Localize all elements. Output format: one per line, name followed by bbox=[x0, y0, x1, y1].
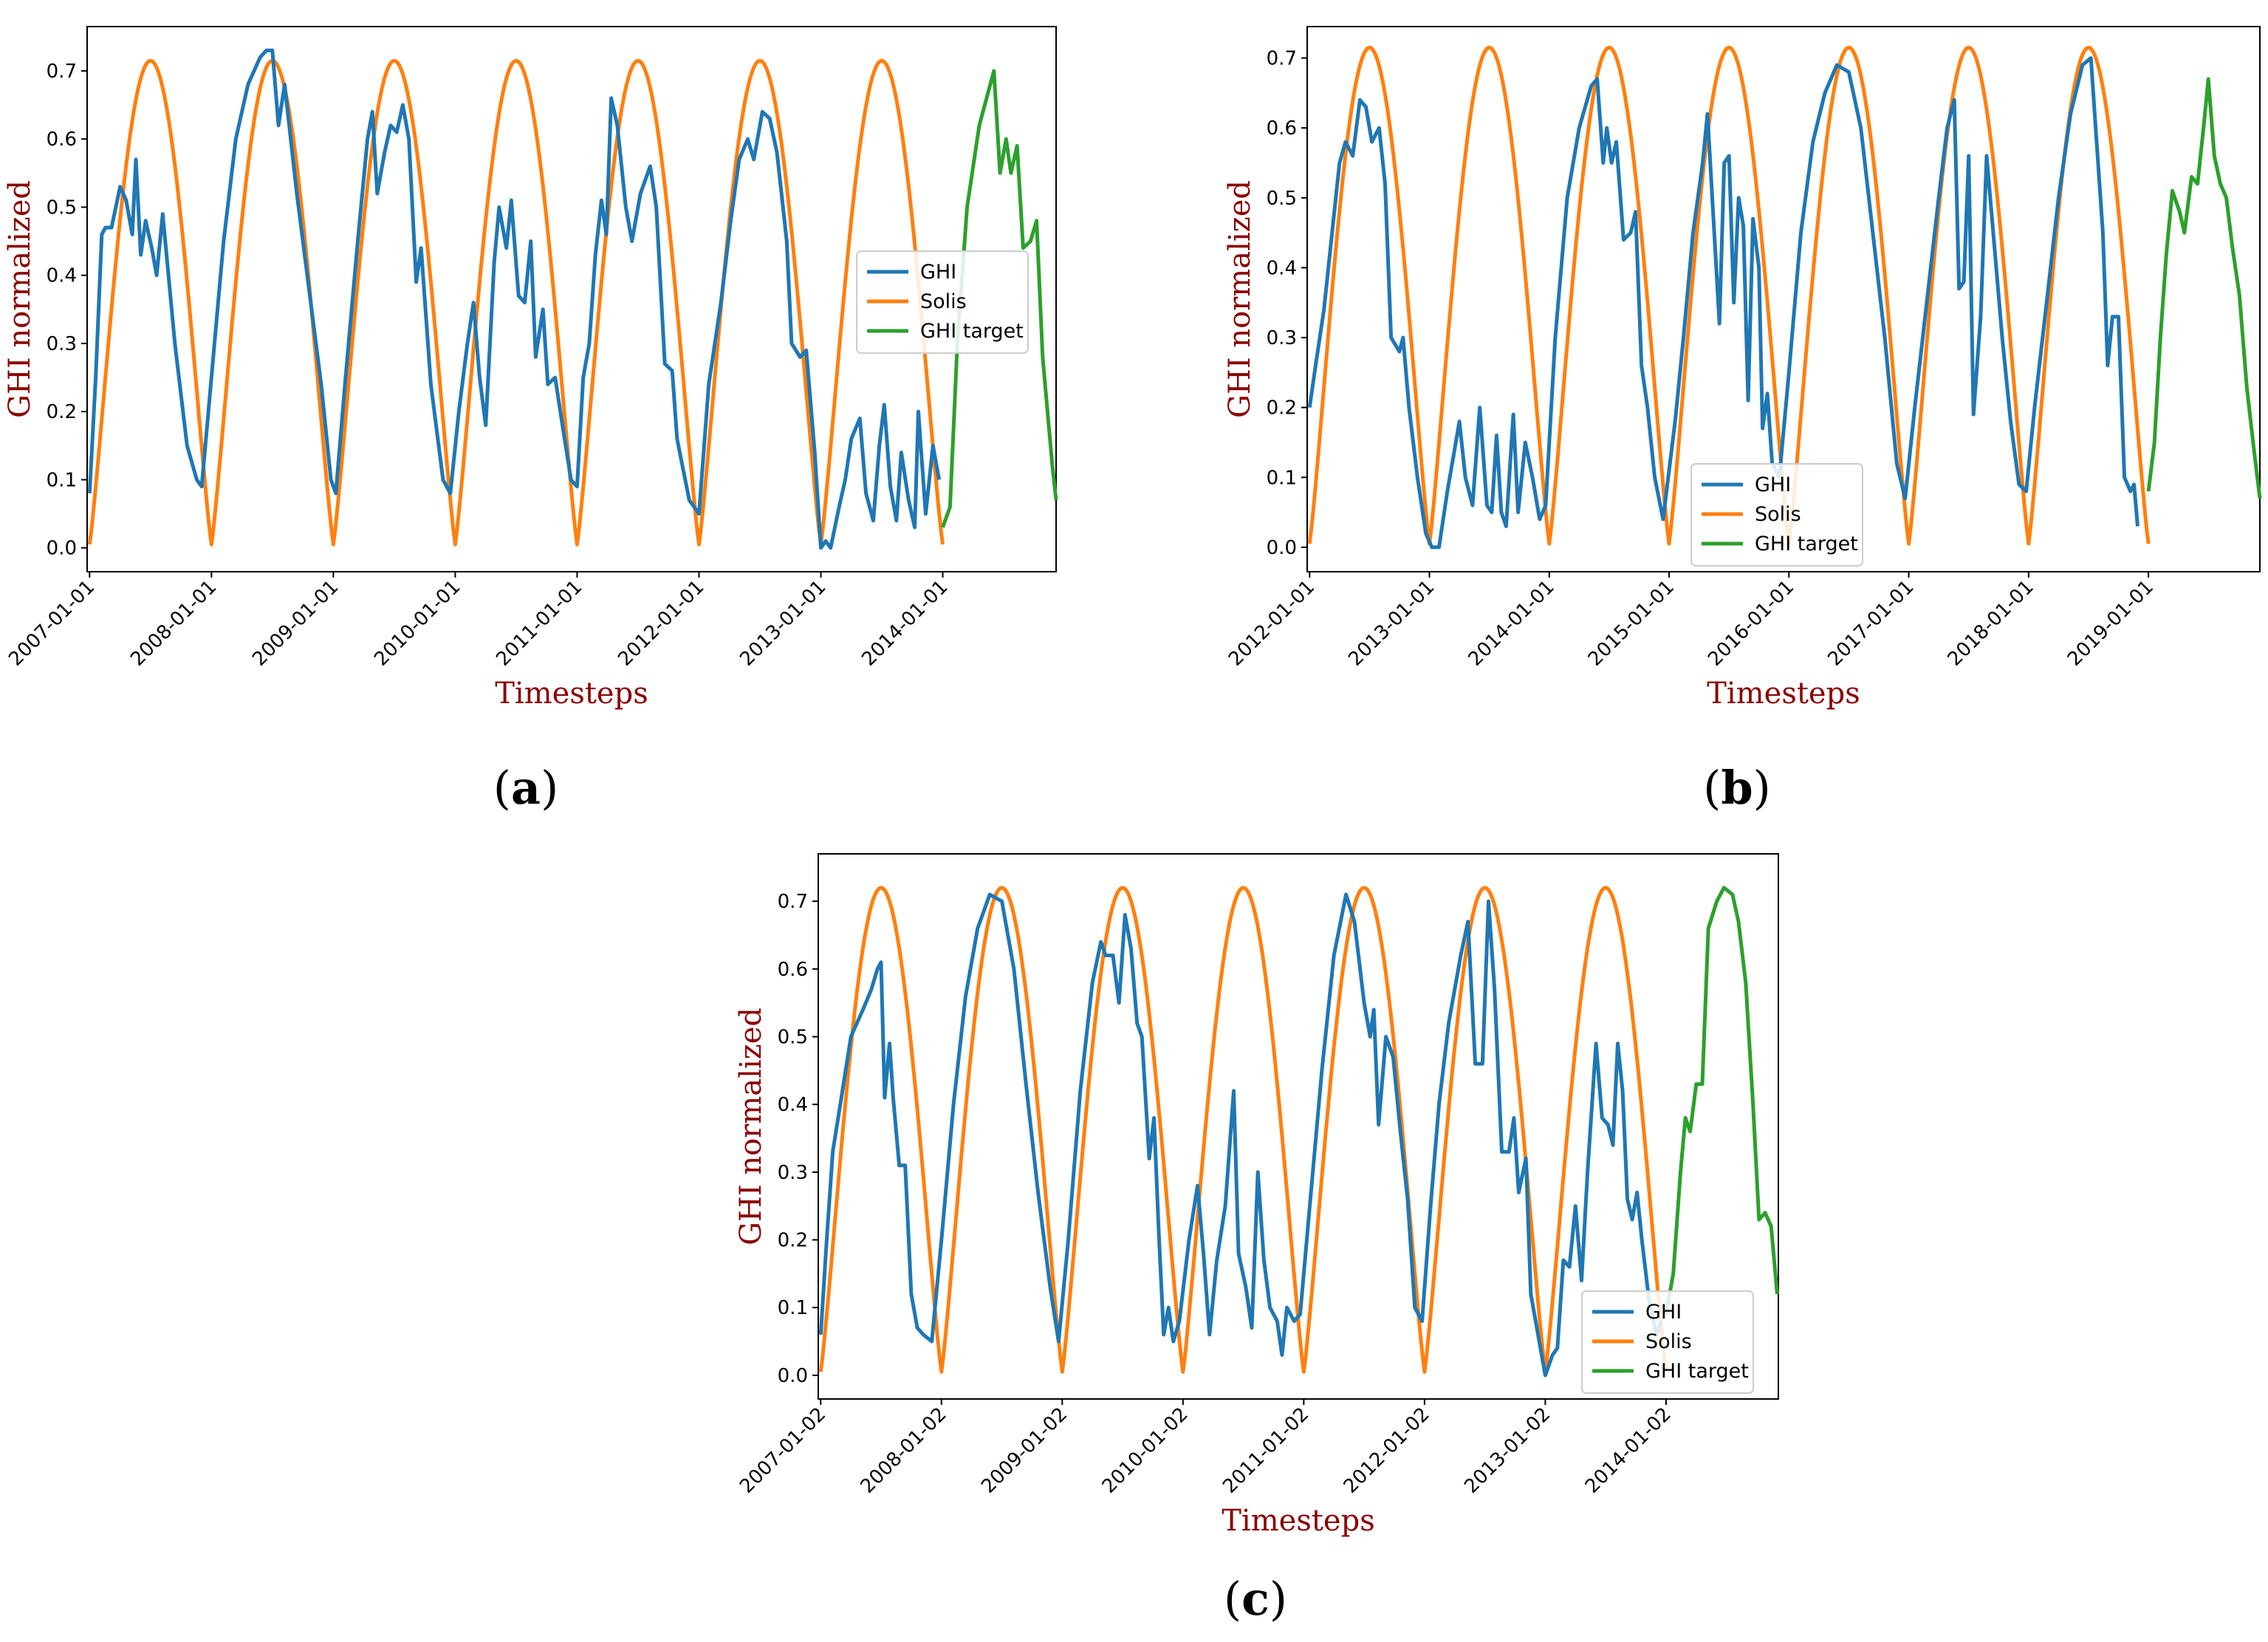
y-axis-title: GHI normalized bbox=[3, 180, 37, 418]
caption-b: (b) bbox=[1703, 761, 1771, 815]
chart-panel-c: 0.0 0.1 0.2 0.3 0.4 0.5 0.6 0.7 2007-01-02 2008-0… bbox=[731, 827, 1795, 1566]
y-axis-title: GHI normalized bbox=[734, 1008, 768, 1245]
y-tick-label: 0.1 bbox=[778, 1297, 808, 1319]
x-tick-label: 2010-01-01 bbox=[370, 576, 465, 671]
x-tick-label: 2013-01-02 bbox=[1460, 1403, 1555, 1498]
series-line-target bbox=[941, 69, 1058, 528]
y-tick-label: 0.2 bbox=[47, 401, 77, 423]
series-line-solis bbox=[1307, 45, 2151, 546]
y-tick-label: 0.5 bbox=[1267, 188, 1297, 210]
legend-label-target: GHI target bbox=[1645, 1360, 1749, 1383]
y-tick-label: 0.0 bbox=[778, 1365, 808, 1387]
x-tick-label: 2018-01-01 bbox=[1944, 576, 2038, 671]
x-tick-label: 2014-01-01 bbox=[1464, 576, 1559, 671]
x-axis-title: Timesteps bbox=[1222, 1504, 1374, 1538]
series-line-ghi bbox=[818, 892, 1663, 1378]
x-tick-label: 2007-01-01 bbox=[4, 576, 99, 671]
legend-label-target: GHI target bbox=[1755, 533, 1858, 555]
x-tick-label: 2009-01-02 bbox=[977, 1403, 1072, 1498]
caption-c-letter: c bbox=[1241, 1572, 1270, 1626]
series-line-ghi bbox=[87, 48, 942, 550]
chart-panel-a: 0.0 0.1 0.2 0.3 0.4 0.5 0.6 0.7 2007-01-01 2008-0… bbox=[0, 0, 1063, 739]
caption-a: (a) bbox=[493, 761, 559, 815]
x-tick-label: 2012-01-01 bbox=[1224, 576, 1319, 671]
y-axis-title: GHI normalized bbox=[1223, 180, 1257, 418]
series-line-solis bbox=[87, 58, 945, 547]
caption-b-letter: b bbox=[1721, 761, 1753, 815]
line-chart-b: 0.0 0.1 0.2 0.3 0.4 0.5 0.6 0.7 2012-01-01 2013-0… bbox=[1223, 26, 2262, 711]
x-tick-label: 2007-01-02 bbox=[736, 1403, 830, 1498]
x-tick-label: 2010-01-02 bbox=[1098, 1403, 1193, 1498]
x-tick-label: 2017-01-01 bbox=[1823, 576, 1918, 671]
x-tick-label: 2009-01-01 bbox=[248, 576, 343, 671]
legend-label-ghi: GHI bbox=[1755, 473, 1791, 496]
legend-label-ghi: GHI bbox=[1645, 1301, 1682, 1324]
x-tick-label: 2008-01-01 bbox=[126, 576, 221, 671]
legend-label-solis: Solis bbox=[1645, 1330, 1692, 1353]
legend bbox=[1581, 1290, 1754, 1394]
series-line-target bbox=[2146, 77, 2262, 499]
y-tick-label: 0.1 bbox=[47, 469, 77, 491]
legend-label-solis: Solis bbox=[920, 290, 967, 313]
x-axis-title: Timesteps bbox=[495, 677, 648, 711]
x-tick-label: 2014-01-01 bbox=[857, 576, 952, 671]
y-tick-label: 0.7 bbox=[778, 891, 808, 913]
x-tick-label: 2015-01-01 bbox=[1584, 576, 1679, 671]
legend-label-target: GHI target bbox=[920, 320, 1024, 343]
y-tick-label: 0.7 bbox=[47, 61, 77, 83]
series-line-solis bbox=[818, 886, 1668, 1374]
x-tick-label: 2019-01-01 bbox=[2063, 576, 2158, 671]
x-tick-label: 2012-01-01 bbox=[614, 576, 708, 671]
line-chart-c: 0.0 0.1 0.2 0.3 0.4 0.5 0.6 0.7 2007-01-02 2008-0… bbox=[734, 853, 1779, 1538]
x-tick-label: 2011-01-01 bbox=[492, 576, 586, 671]
caption-c: (c) bbox=[1223, 1572, 1288, 1626]
y-tick-label: 0.7 bbox=[1267, 48, 1297, 70]
x-axis-title: Timesteps bbox=[1707, 677, 1860, 711]
y-tick-label: 0.0 bbox=[47, 538, 77, 560]
legend-label-solis: Solis bbox=[1755, 503, 1801, 526]
y-tick-label: 0.3 bbox=[47, 333, 77, 355]
y-tick-label: 0.2 bbox=[1267, 397, 1297, 420]
y-tick-label: 0.0 bbox=[1267, 537, 1297, 559]
y-tick-label: 0.3 bbox=[778, 1162, 808, 1184]
series-line-ghi bbox=[1307, 56, 2139, 550]
x-tick-label: 2008-01-02 bbox=[857, 1403, 951, 1498]
series-line-target bbox=[1664, 886, 1779, 1315]
y-tick-label: 0.6 bbox=[778, 959, 808, 981]
y-tick-label: 0.4 bbox=[1267, 257, 1297, 279]
legend-label-ghi: GHI bbox=[920, 261, 956, 284]
y-tick-label: 0.6 bbox=[1267, 117, 1297, 140]
legend bbox=[856, 250, 1029, 354]
y-tick-label: 0.1 bbox=[1267, 467, 1297, 489]
y-tick-label: 0.6 bbox=[47, 129, 77, 151]
y-tick-label: 0.4 bbox=[778, 1094, 808, 1116]
x-tick-label: 2014-01-02 bbox=[1581, 1403, 1676, 1498]
y-tick-label: 0.5 bbox=[778, 1027, 808, 1049]
x-tick-label: 2013-01-01 bbox=[736, 576, 830, 671]
caption-a-letter: a bbox=[510, 761, 541, 815]
x-tick-label: 2012-01-02 bbox=[1340, 1403, 1434, 1498]
chart-panel-b: 0.0 0.1 0.2 0.3 0.4 0.5 0.6 0.7 2012-01-01 2013-0… bbox=[1204, 0, 2268, 739]
x-tick-label: 2016-01-01 bbox=[1704, 576, 1798, 671]
line-chart-a: 0.0 0.1 0.2 0.3 0.4 0.5 0.6 0.7 2007-01-01 2008-0… bbox=[3, 26, 1058, 711]
x-tick-label: 2011-01-02 bbox=[1219, 1403, 1313, 1498]
y-tick-label: 0.5 bbox=[47, 196, 77, 219]
y-tick-label: 0.4 bbox=[47, 265, 77, 287]
x-tick-label: 2013-01-01 bbox=[1344, 576, 1439, 671]
legend bbox=[1690, 463, 1863, 567]
y-tick-label: 0.3 bbox=[1267, 327, 1297, 349]
y-tick-label: 0.2 bbox=[778, 1230, 808, 1252]
